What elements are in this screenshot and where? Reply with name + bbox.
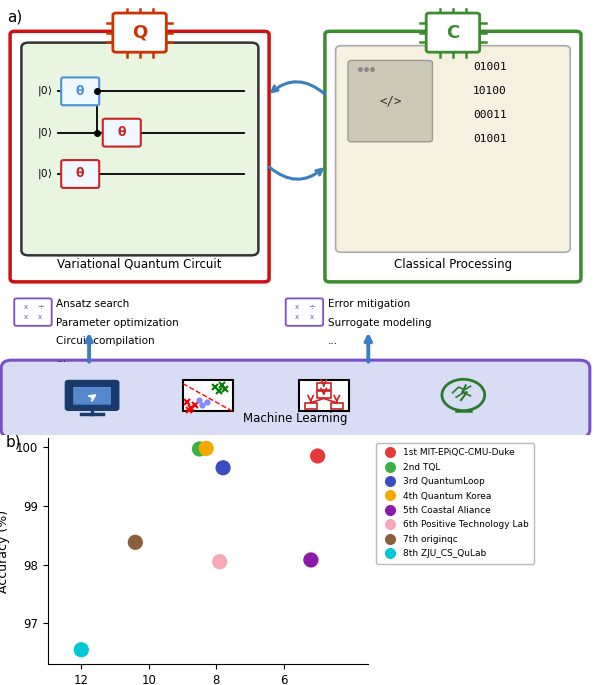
Text: ...: ... — [56, 354, 67, 364]
Text: Ansatz search: Ansatz search — [56, 299, 129, 310]
FancyBboxPatch shape — [1, 360, 590, 438]
Point — [195, 443, 204, 454]
Text: $|0\rangle$: $|0\rangle$ — [37, 84, 52, 99]
Bar — [331, 403, 343, 410]
Point — [201, 443, 211, 454]
Text: Circuit compilation: Circuit compilation — [56, 336, 155, 346]
Point — [215, 556, 225, 567]
Point — [219, 462, 228, 473]
Text: x: x — [24, 314, 28, 321]
Point — [77, 645, 86, 656]
Text: x: x — [295, 304, 299, 310]
Bar — [299, 380, 349, 412]
FancyBboxPatch shape — [72, 386, 112, 406]
FancyBboxPatch shape — [336, 46, 570, 252]
Point — [197, 400, 207, 411]
Text: x: x — [309, 314, 314, 321]
Text: Parameter optimization: Parameter optimization — [56, 318, 179, 327]
FancyBboxPatch shape — [113, 13, 166, 52]
Text: </>: </> — [379, 95, 402, 108]
FancyBboxPatch shape — [325, 32, 581, 282]
Text: θ: θ — [118, 126, 126, 139]
Text: $|0\rangle$: $|0\rangle$ — [37, 125, 52, 140]
Point — [194, 395, 204, 406]
FancyBboxPatch shape — [103, 119, 141, 147]
Point — [313, 451, 323, 462]
Point — [131, 537, 140, 548]
Y-axis label: Accuracy (%): Accuracy (%) — [0, 510, 10, 593]
Text: θ: θ — [76, 85, 84, 98]
FancyBboxPatch shape — [286, 299, 323, 326]
Bar — [317, 383, 331, 390]
Text: θ: θ — [76, 168, 84, 180]
Text: $|0\rangle$: $|0\rangle$ — [37, 167, 52, 181]
FancyBboxPatch shape — [66, 381, 118, 410]
FancyBboxPatch shape — [61, 77, 99, 105]
Text: Error mitigation: Error mitigation — [328, 299, 410, 310]
FancyBboxPatch shape — [10, 32, 269, 282]
Bar — [183, 380, 233, 412]
Text: 01001: 01001 — [473, 62, 507, 73]
Text: Q: Q — [132, 23, 147, 42]
Text: Variational Quantum Circuit: Variational Quantum Circuit — [58, 258, 222, 271]
Text: 01001: 01001 — [473, 134, 507, 144]
Text: x: x — [24, 304, 28, 310]
Bar — [317, 391, 331, 399]
Text: Surrogate modeling: Surrogate modeling — [328, 318, 431, 327]
Legend: 1st MIT-EPiQC-CMU-Duke, 2nd TQL, 3rd QuantumLoop, 4th Quantum Korea, 5th Coastal: 1st MIT-EPiQC-CMU-Duke, 2nd TQL, 3rd Qua… — [376, 443, 534, 564]
Text: ÷: ÷ — [308, 302, 315, 311]
Text: x: x — [295, 314, 299, 321]
FancyBboxPatch shape — [426, 13, 480, 52]
Bar — [305, 403, 317, 410]
Text: 00011: 00011 — [473, 110, 507, 121]
Point — [202, 397, 211, 408]
Text: C: C — [446, 23, 460, 42]
Text: x: x — [38, 314, 42, 321]
Text: ÷: ÷ — [37, 302, 43, 311]
FancyBboxPatch shape — [14, 299, 52, 326]
FancyBboxPatch shape — [21, 42, 258, 256]
FancyBboxPatch shape — [348, 60, 432, 142]
Text: Classical Processing: Classical Processing — [394, 258, 512, 271]
Text: Machine Learning: Machine Learning — [243, 412, 347, 425]
Point — [306, 554, 315, 565]
Text: b): b) — [6, 435, 21, 450]
FancyBboxPatch shape — [61, 160, 99, 188]
Text: ...: ... — [328, 336, 338, 346]
Text: 10100: 10100 — [473, 86, 507, 97]
Text: a): a) — [7, 10, 23, 25]
